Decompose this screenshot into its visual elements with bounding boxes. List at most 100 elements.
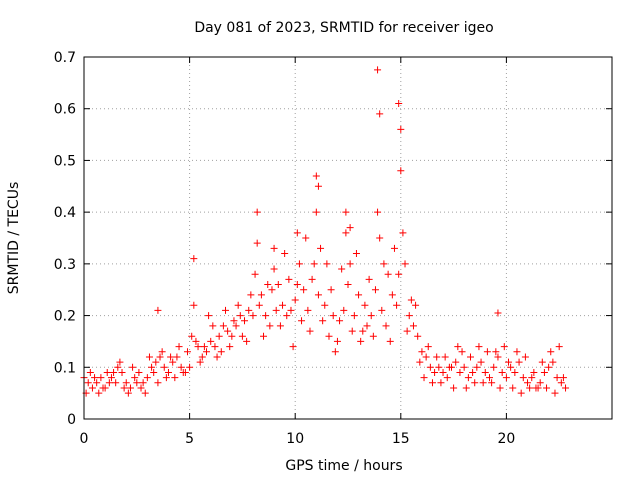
data-point [414,332,422,340]
data-point [424,343,432,351]
data-point [342,229,350,237]
chart-title: Day 081 of 2023, SRMTID for receiver ige… [194,20,493,36]
data-point [350,312,358,320]
data-point [479,379,487,387]
data-point [112,379,120,387]
y-tick-label: 0 [67,412,76,428]
data-point [154,379,162,387]
data-point [186,363,194,371]
axis-ticks: 0 0.1 0.2 0.3 0.4 0.5 0.6 0.7 0 5 10 15 20 [54,50,612,447]
data-point [268,286,276,294]
data-point [393,301,401,309]
data-point [450,384,458,392]
data-point [395,270,403,278]
data-point [194,343,202,351]
data-point [327,286,335,294]
data-point [338,265,346,273]
data-point [388,291,396,299]
data-point [88,384,96,392]
data-point [215,332,223,340]
data-point [528,374,536,382]
data-point [314,182,322,190]
data-point [97,374,105,382]
data-point [464,374,472,382]
data-point [553,374,561,382]
data-point [431,368,439,376]
data-point [306,327,314,335]
data-point [177,363,185,371]
data-point [99,384,107,392]
data-point [129,363,137,371]
y-tick-label: 0.2 [54,309,76,325]
data-point [534,384,542,392]
data-point [251,270,259,278]
data-point [148,363,156,371]
data-point [348,327,356,335]
data-point [486,374,494,382]
data-point [344,281,352,289]
y-tick-label: 0.7 [54,50,76,66]
data-point [154,306,162,314]
data-point [513,348,521,356]
data-point [420,374,428,382]
data-point [285,275,293,283]
data-point [428,379,436,387]
data-point [152,358,160,366]
data-point [160,363,168,371]
data-point [475,343,483,351]
data-point [314,291,322,299]
data-point [190,255,198,263]
x-tick-label: 10 [286,431,304,447]
data-point [158,348,166,356]
data-point [211,343,219,351]
data-point [122,379,130,387]
data-point [205,312,213,320]
data-point [253,239,261,247]
data-point [433,353,441,361]
data-point [304,306,312,314]
y-tick-label: 0.1 [54,360,76,376]
grid-lines [84,57,612,419]
data-point [291,296,299,304]
data-point [93,379,101,387]
data-point [137,384,145,392]
data-point [374,208,382,216]
data-point [139,379,147,387]
data-point [331,348,339,356]
data-point [91,374,99,382]
data-point [274,281,282,289]
data-point [445,363,453,371]
data-point [365,275,373,283]
data-point [249,312,257,320]
x-tick-label: 20 [497,431,515,447]
data-point [219,322,227,330]
data-point [426,363,434,371]
data-point [473,363,481,371]
data-point [526,384,534,392]
data-point [190,301,198,309]
data-point [228,332,236,340]
data-point [418,348,426,356]
data-point [557,379,565,387]
data-point [126,384,134,392]
data-point [279,301,287,309]
data-point [492,348,500,356]
data-point [376,234,384,242]
data-point [167,353,175,361]
data-point [488,379,496,387]
data-point [156,353,164,361]
data-point [179,368,187,376]
data-point [401,260,409,268]
y-tick-label: 0.3 [54,257,76,273]
data-point [253,208,261,216]
data-point [412,301,420,309]
data-point [422,353,430,361]
data-point [416,358,424,366]
data-point [471,379,479,387]
y-tick-label: 0.4 [54,205,76,221]
data-point [524,379,532,387]
data-point [224,327,232,335]
data-point [458,348,466,356]
data-point [390,244,398,252]
data-point [517,389,525,397]
